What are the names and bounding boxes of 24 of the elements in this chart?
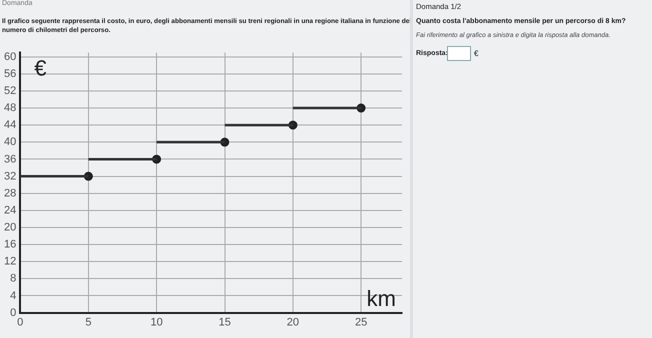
y-tick-label: 16 bbox=[4, 238, 16, 251]
y-tick-label: 24 bbox=[4, 204, 16, 216]
x-tick-label: 15 bbox=[218, 316, 231, 328]
x-tick-label: 10 bbox=[150, 316, 163, 328]
y-axis-title: € bbox=[34, 56, 46, 81]
y-tick-label: 28 bbox=[4, 187, 16, 200]
y-tick-label: 48 bbox=[4, 102, 16, 114]
y-tick-label: 4 bbox=[10, 290, 16, 302]
y-tick-label: 40 bbox=[4, 136, 16, 148]
y-tick-label: 32 bbox=[4, 170, 16, 182]
y-tick-label: 36 bbox=[4, 153, 16, 166]
y-tick-label: 52 bbox=[4, 85, 16, 98]
text: € bbox=[474, 49, 478, 58]
x-axis-title: km bbox=[366, 286, 396, 311]
y-tick-label: 56 bbox=[4, 68, 16, 80]
y-tick-label: 20 bbox=[4, 222, 16, 234]
y-tick-label: 44 bbox=[4, 119, 16, 132]
x-tick-label: 5 bbox=[85, 316, 92, 328]
x-tick-label: 25 bbox=[354, 316, 368, 328]
y-tick-label: 0 bbox=[10, 306, 16, 319]
y-tick-label: 8 bbox=[10, 272, 16, 285]
y-tick-label: 12 bbox=[4, 256, 16, 268]
x-tick-label: 20 bbox=[286, 316, 300, 328]
y-tick-label: 60 bbox=[4, 50, 16, 63]
